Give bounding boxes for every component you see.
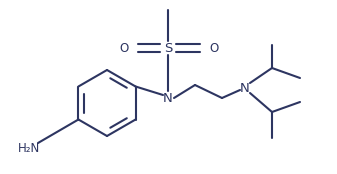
Text: N: N bbox=[240, 81, 250, 94]
Text: O: O bbox=[209, 42, 218, 54]
Text: N: N bbox=[163, 92, 173, 105]
Text: S: S bbox=[164, 42, 172, 54]
Text: H₂N: H₂N bbox=[18, 141, 40, 155]
Text: O: O bbox=[120, 42, 129, 54]
